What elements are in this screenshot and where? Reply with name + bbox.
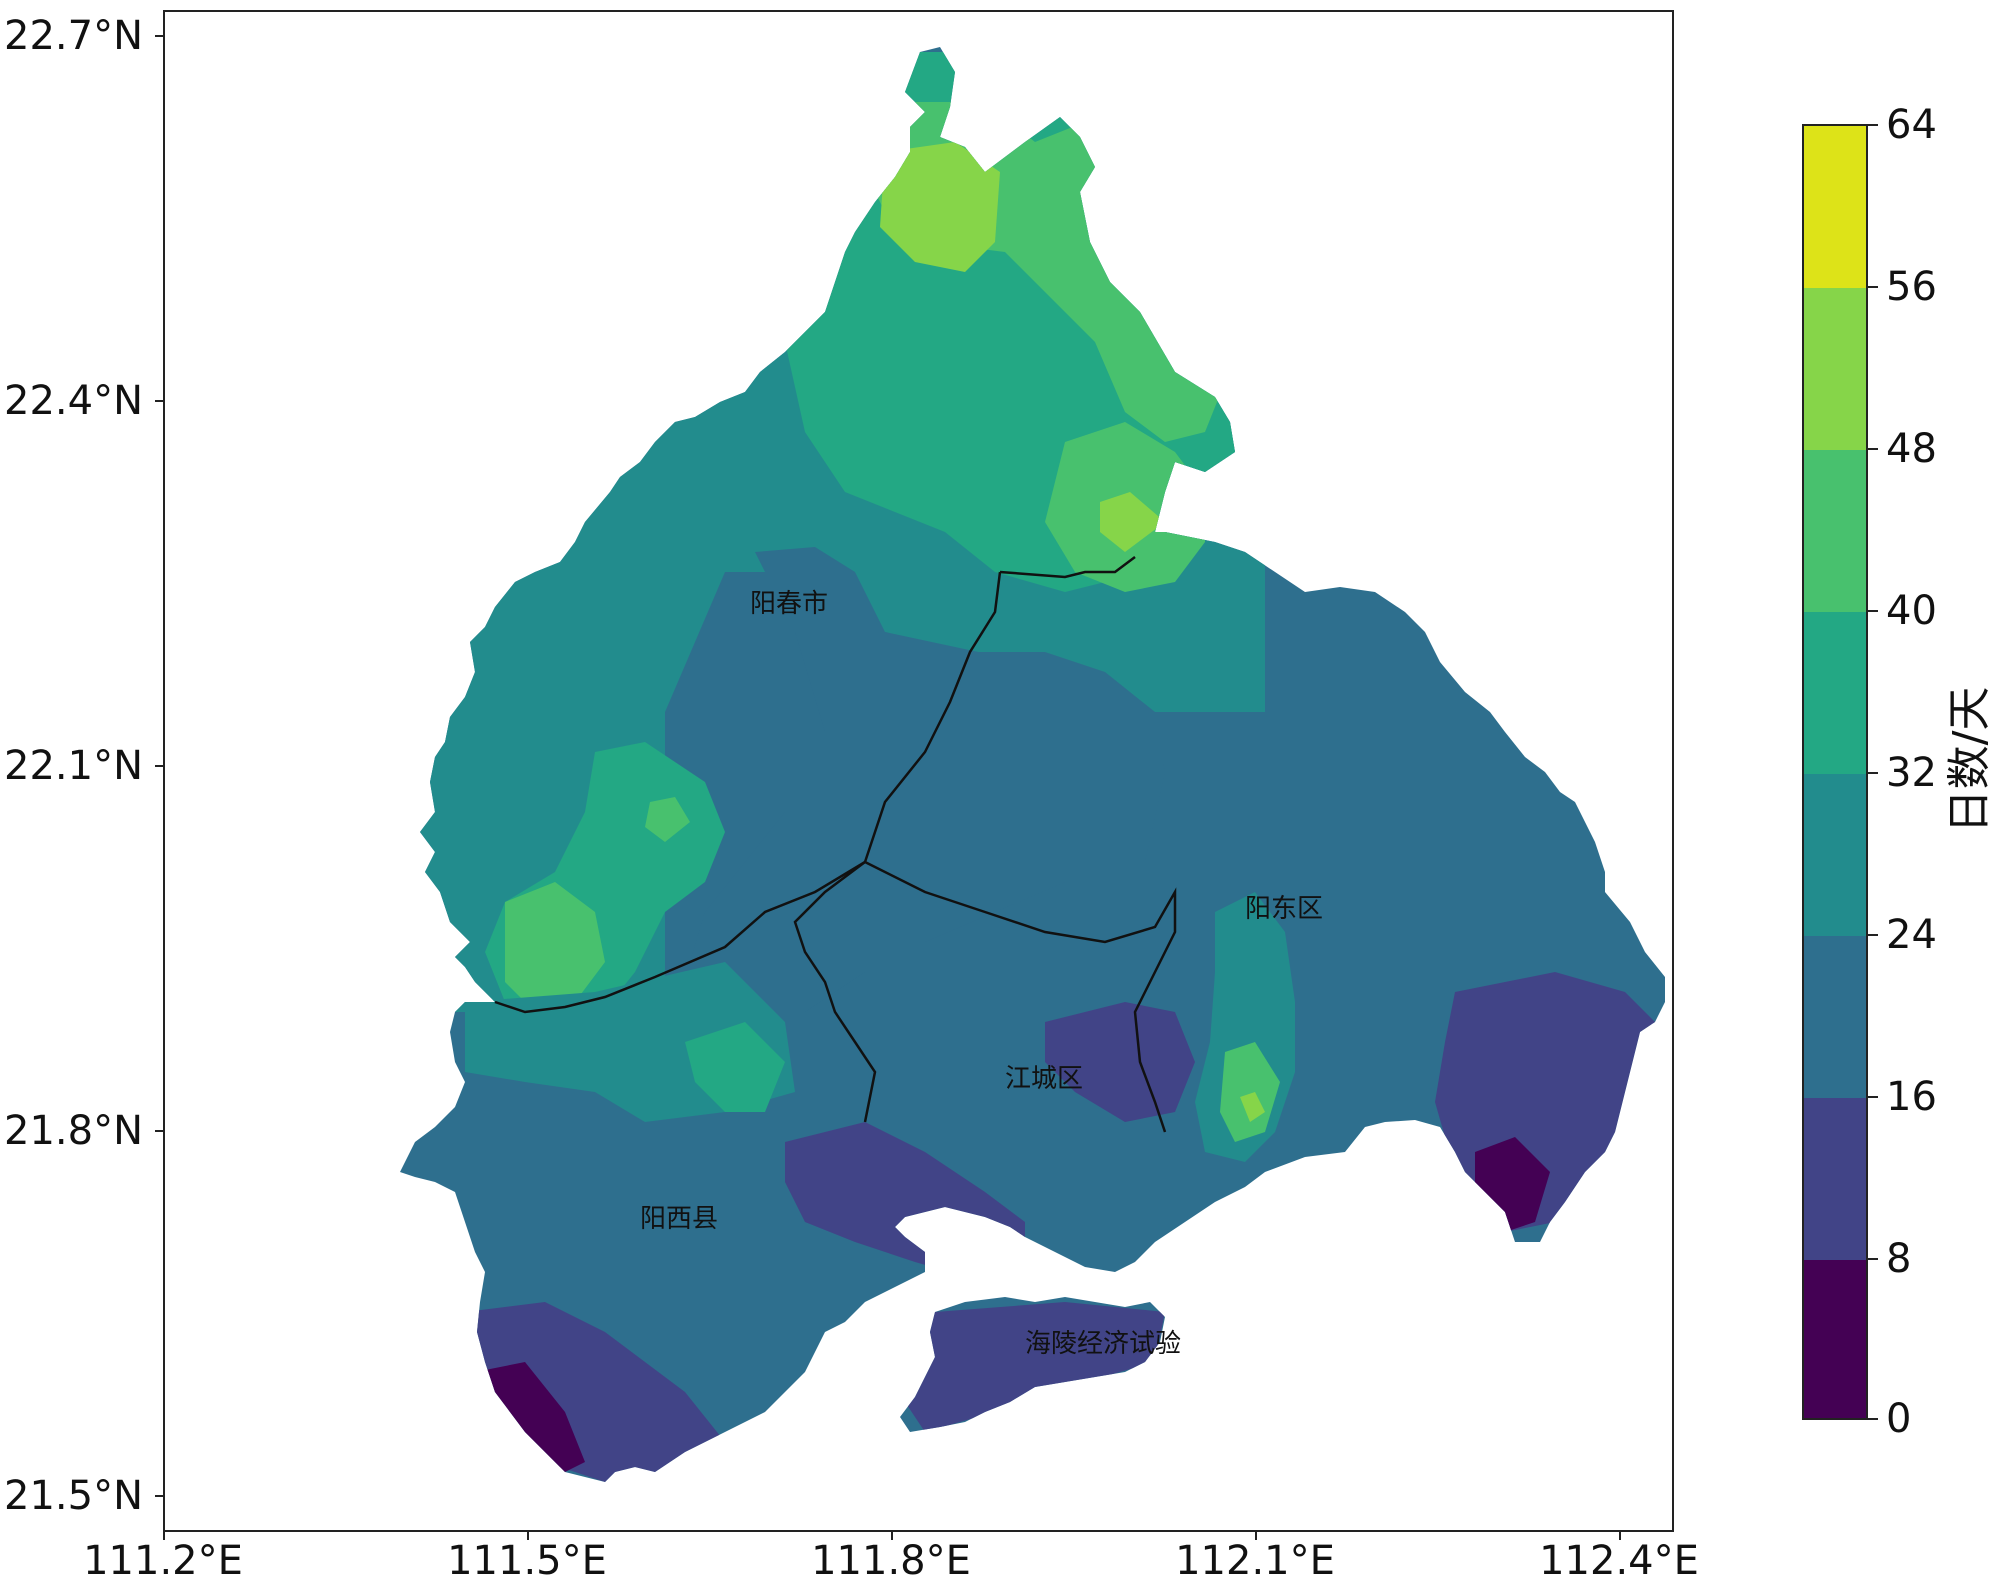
y-tick-mark xyxy=(155,1495,163,1497)
y-tick-label: 22.7°N xyxy=(4,13,143,59)
y-tick-mark xyxy=(155,1130,163,1132)
x-tick-mark xyxy=(163,1532,165,1540)
colorbar-bin-8-16 xyxy=(1804,1098,1866,1260)
x-tick-label: 111.8°E xyxy=(811,1538,971,1584)
colorbar-tick-mark xyxy=(1868,1418,1878,1420)
colorbar-tick-label: 16 xyxy=(1886,1074,1937,1120)
y-tick-mark xyxy=(155,35,163,37)
colorbar-bin-48-56 xyxy=(1804,288,1866,450)
colorbar-tick-label: 24 xyxy=(1886,912,1937,958)
region-label-yangchun: 阳春市 xyxy=(750,589,828,619)
colorbar-tick-mark xyxy=(1868,934,1878,936)
map-frame: 阳春市 阳东区 江城区 阳西县 海陵经济试验 xyxy=(163,10,1674,1532)
map-canvas: 阳春市 阳东区 江城区 阳西县 海陵经济试验 xyxy=(400,47,1665,1482)
x-tick-mark xyxy=(891,1532,893,1540)
x-tick-label: 111.5°E xyxy=(447,1538,607,1584)
colorbar-tick-mark xyxy=(1868,448,1878,450)
colorbar-bin-16-24 xyxy=(1804,936,1866,1098)
colorbar-bin-0-8 xyxy=(1804,1260,1866,1418)
colorbar-tick-label: 8 xyxy=(1886,1236,1912,1282)
colorbar-tick-mark xyxy=(1868,610,1878,612)
x-tick-mark xyxy=(527,1532,529,1540)
colorbar-bin-40-48 xyxy=(1804,450,1866,612)
colorbar-tick-mark xyxy=(1868,1258,1878,1260)
colorbar-title: 日数/天 xyxy=(1944,686,1995,834)
colorbar-tick-label: 32 xyxy=(1886,750,1937,796)
y-tick-mark xyxy=(155,765,163,767)
colorbar-tick-label: 56 xyxy=(1886,264,1937,310)
x-tick-mark xyxy=(1619,1532,1621,1540)
colorbar-tick-label: 40 xyxy=(1886,588,1937,634)
colorbar-tick-label: 64 xyxy=(1886,102,1937,148)
y-tick-label: 21.8°N xyxy=(4,1108,143,1154)
colorbar-tick-mark xyxy=(1868,286,1878,288)
y-tick-label: 22.1°N xyxy=(4,743,143,789)
x-tick-label: 111.2°E xyxy=(83,1538,243,1584)
colorbar-tick-label: 0 xyxy=(1886,1396,1912,1442)
y-tick-label: 22.4°N xyxy=(4,378,143,424)
region-label-yangxi: 阳西县 xyxy=(640,1204,718,1234)
colorbar-tick-mark xyxy=(1868,1096,1878,1098)
colorbar-bin-32-40 xyxy=(1804,612,1866,774)
region-label-jiangcheng: 江城区 xyxy=(1005,1064,1083,1094)
y-tick-label: 21.5°N xyxy=(4,1473,143,1519)
y-tick-mark xyxy=(155,400,163,402)
region-label-hailing: 海陵经济试验 xyxy=(1025,1329,1181,1359)
x-tick-mark xyxy=(1255,1532,1257,1540)
colorbar xyxy=(1802,124,1868,1420)
x-tick-label: 112.1°E xyxy=(1175,1538,1335,1584)
colorbar-tick-mark xyxy=(1868,124,1878,126)
colorbar-bin-24-32 xyxy=(1804,774,1866,936)
colorbar-bin-56-64 xyxy=(1804,126,1866,288)
x-tick-label: 112.4°E xyxy=(1539,1538,1699,1584)
region-label-yangdong: 阳东区 xyxy=(1245,894,1323,924)
colorbar-tick-mark xyxy=(1868,772,1878,774)
colorbar-tick-label: 48 xyxy=(1886,426,1937,472)
